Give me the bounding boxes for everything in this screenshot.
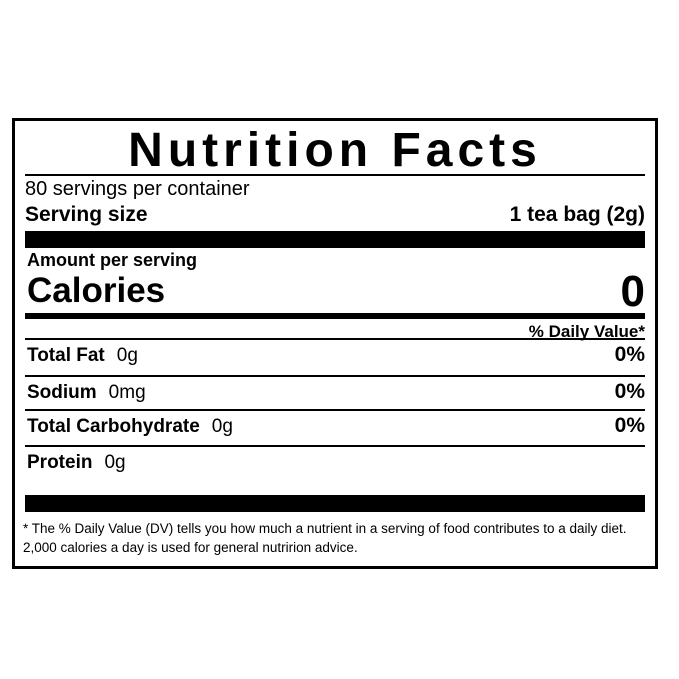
nutrient-row: Sodium 0mg (27, 382, 146, 404)
daily-value-header: % Daily Value* (528, 322, 645, 341)
servings: 80 servings per container (25, 178, 250, 200)
footnote: * The % Daily Value (DV) tells you how m… (23, 521, 627, 555)
nutrient-amount: 0g (211, 416, 233, 437)
nutrient-row: Total Fat 0g (27, 345, 138, 367)
nutrient-amount: 0g (104, 452, 126, 473)
nutrient-name: Protein (27, 452, 93, 473)
rule (25, 313, 645, 319)
nutrient-name: Sodium (27, 382, 97, 403)
nutrient-dv: 0% (614, 414, 645, 437)
nutrient-name: Total Carbohydrate (27, 416, 200, 437)
nutrient-row: Protein 0g (27, 452, 126, 474)
rule (25, 174, 645, 176)
rule (25, 375, 645, 377)
rule (25, 231, 645, 248)
nutrition-label: Nutrition Facts 80 servings per containe… (12, 118, 658, 569)
nutrient-name: Total Fat (27, 345, 105, 366)
rule (25, 338, 645, 340)
calories-label: Calories (27, 271, 166, 310)
amount-per-serving: Amount per serving (27, 250, 198, 270)
nutrient-dv: 0% (614, 343, 645, 366)
rule (25, 495, 645, 512)
serving-size-label: Serving size (25, 203, 148, 226)
nutrient-dv: 0% (614, 380, 645, 403)
serving-size-value: 1 tea bag (2g) (509, 203, 645, 226)
calories-value: 0 (620, 267, 645, 316)
title: Nutrition Facts (128, 124, 542, 177)
rule (25, 409, 645, 411)
rule (25, 445, 645, 447)
nutrient-amount: 0mg (108, 382, 146, 403)
nutrient-row: Total Carbohydrate 0g (27, 416, 233, 438)
nutrient-amount: 0g (116, 345, 138, 366)
